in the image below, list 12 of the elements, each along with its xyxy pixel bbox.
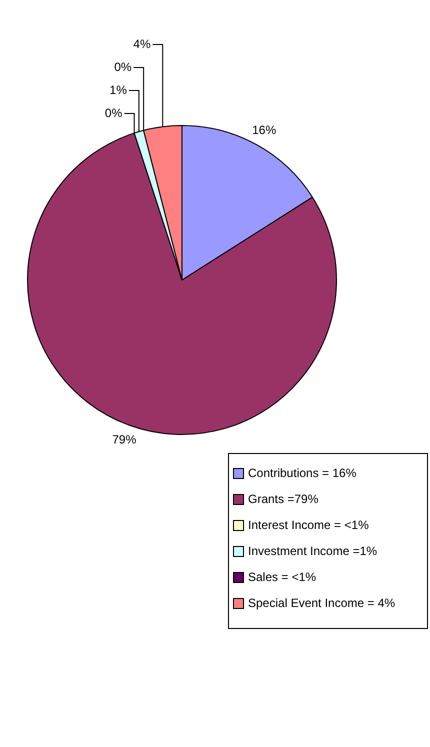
text: 0% [114,60,132,74]
legend-label: Interest Income = <1% [248,518,369,532]
legend-label: Special Event Income = 4% [248,596,396,610]
text: 0% [104,106,122,120]
legend-label: Investment Income =1% [248,544,378,558]
data-label: 4% [133,36,151,51]
data-label: 16% [252,122,276,137]
data-label: 1% [110,82,128,97]
legend-label: Contributions = 16% [248,466,356,480]
legend-label: Sales = <1% [248,570,316,584]
data-label: 79% [112,432,137,447]
legend-label: Grants =79% [248,492,318,506]
